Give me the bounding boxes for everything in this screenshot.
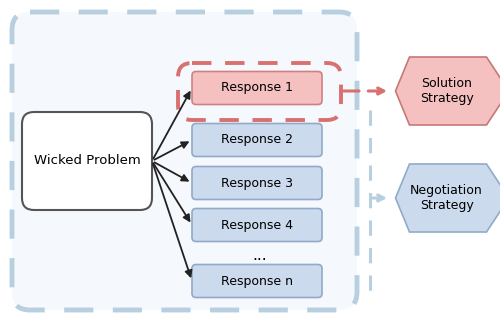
FancyBboxPatch shape: [192, 123, 322, 157]
Text: Response 4: Response 4: [221, 218, 293, 232]
Text: Response 3: Response 3: [221, 176, 293, 190]
Text: Response n: Response n: [221, 275, 293, 287]
FancyBboxPatch shape: [192, 71, 322, 105]
FancyBboxPatch shape: [192, 209, 322, 242]
Text: Response 2: Response 2: [221, 133, 293, 147]
Polygon shape: [396, 57, 500, 125]
FancyBboxPatch shape: [12, 12, 357, 310]
Text: ...: ...: [252, 247, 268, 263]
Text: Wicked Problem: Wicked Problem: [34, 154, 140, 168]
Text: Negotiation
Strategy: Negotiation Strategy: [410, 184, 483, 212]
Text: Response 1: Response 1: [221, 81, 293, 95]
Polygon shape: [396, 164, 500, 232]
Text: Solution
Strategy: Solution Strategy: [420, 77, 474, 105]
FancyBboxPatch shape: [22, 112, 152, 210]
FancyBboxPatch shape: [192, 166, 322, 200]
FancyBboxPatch shape: [192, 265, 322, 297]
